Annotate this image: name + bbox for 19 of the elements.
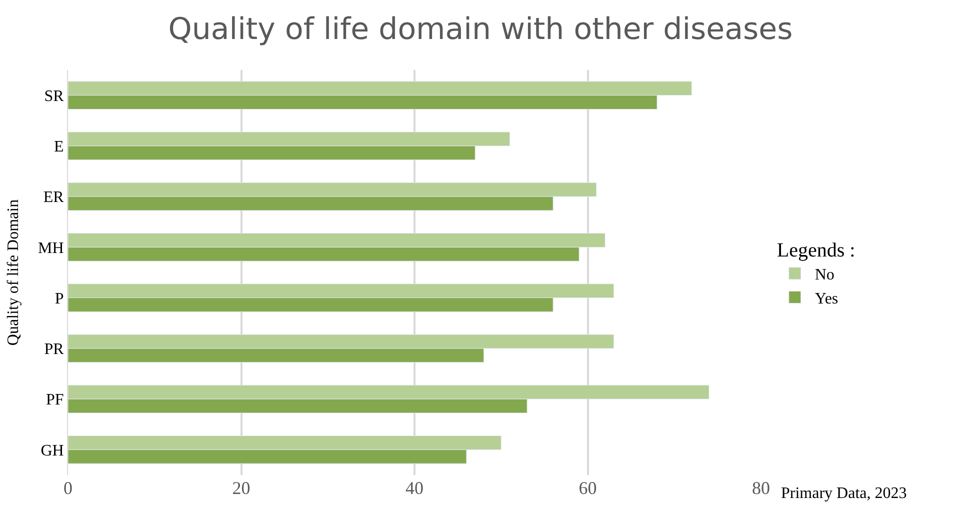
y-tick-label: PF bbox=[46, 392, 64, 409]
legend-label: No bbox=[814, 266, 834, 284]
y-tick-label: GH bbox=[40, 442, 64, 460]
x-tick-label: 20 bbox=[232, 478, 250, 498]
legend-label: Yes bbox=[814, 290, 838, 308]
x-tick-label: 40 bbox=[406, 478, 424, 498]
y-tick-label: PR bbox=[44, 341, 64, 358]
x-tick-label: 60 bbox=[578, 478, 597, 498]
y-axis-title: Quality of life Domain bbox=[4, 199, 22, 346]
y-tick-label: MH bbox=[38, 240, 64, 257]
y-tick-label: SR bbox=[44, 88, 64, 105]
x-tick-label: 80 bbox=[752, 478, 770, 498]
y-tick-label: ER bbox=[43, 189, 64, 206]
chart-title: Quality of life domain with other diseases bbox=[168, 12, 793, 48]
legend-title: Legends : bbox=[776, 240, 856, 262]
y-tick-label: E bbox=[54, 138, 64, 156]
y-tick-label: P bbox=[54, 290, 64, 308]
x-tick-label: 0 bbox=[64, 478, 72, 498]
text: Primary Data, 2023 bbox=[781, 485, 907, 502]
